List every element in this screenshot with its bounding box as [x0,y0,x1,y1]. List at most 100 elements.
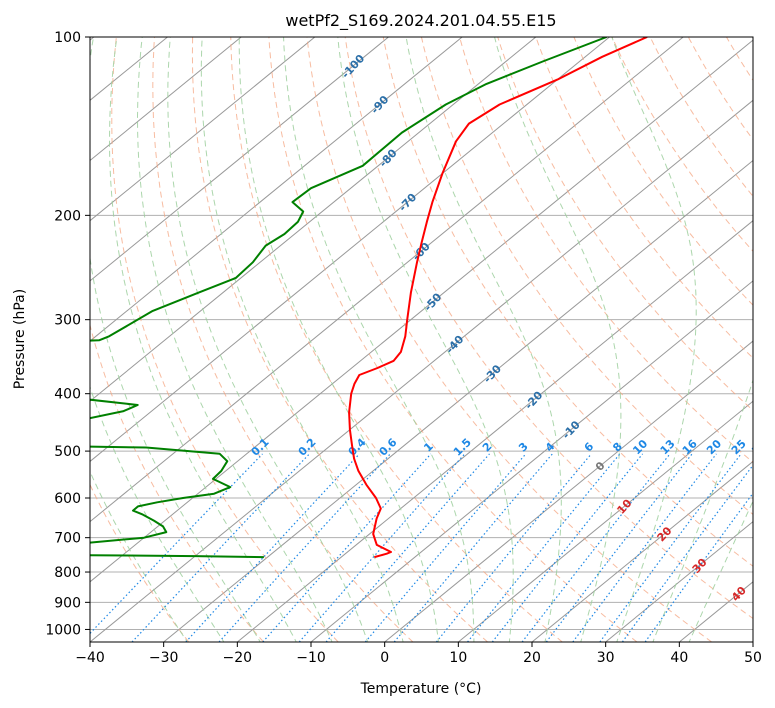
y-tick-label: 500 [54,444,81,460]
mixing-ratio-label: 0.4 [346,435,369,458]
isotherm-label: -100 [339,52,368,81]
x-tick-label: −10 [296,650,326,666]
x-tick-label: −40 [75,650,105,666]
dry-adiabat [230,37,563,642]
isotherm-line [458,400,753,642]
isotherm-label: -10 [560,418,583,442]
mixing-ratio-line [131,453,310,642]
isotherm-label: -70 [396,191,419,215]
dry-adiabat [765,37,775,642]
isotherm-line [605,520,753,642]
mixing-ratio-line [435,453,592,642]
mixing-ratio-line [262,453,432,642]
chart-title: wetPf2_S169.2024.201.04.55.E15 [285,11,556,31]
dry-adiabat [535,37,753,359]
mixing-ratio-label: 36 [770,437,775,457]
dry-adiabat [611,37,753,252]
mixing-ratio-label: 1 [421,440,436,455]
x-tick-label: 50 [744,650,762,666]
mixing-ratio-label: 30 [749,437,769,457]
dry-adiabat [459,37,753,464]
moist-adiabat [611,37,697,642]
x-tick-label: 0 [380,650,389,666]
isotherm-label: -20 [522,388,545,412]
dry-adiabat [306,37,712,642]
isotherm-line [90,37,610,463]
y-axis-title: Pressure (hPa) [12,289,28,389]
moist-adiabat [90,37,261,642]
x-axis-title: Temperature (°C) [360,681,482,697]
mixing-ratio-label: 20 [704,437,724,457]
isotherm-label: -50 [421,290,444,314]
x-tick-label: 20 [523,650,541,666]
x-tick-label: −30 [149,650,179,666]
isotherm-line [531,460,753,642]
isotherm-line [90,99,753,642]
y-tick-label: 1000 [45,622,81,638]
mixing-ratio-label: 6 [582,440,597,455]
x-tick-label: 30 [597,650,615,666]
dry-adiabat [191,37,488,642]
isotherm-label: -30 [481,362,504,386]
mixing-ratio-label: 0.1 [249,436,272,459]
mixing-ratio-line [364,453,527,642]
mixing-ratio-label: 10 [630,437,650,457]
moist-adiabat [688,499,753,642]
isotherm-label: 30 [690,556,710,576]
y-tick-label: 100 [54,30,81,46]
isotherm-line [384,340,753,642]
moist-adiabat [238,37,440,642]
mixing-ratio-label: 13 [658,437,678,457]
isotherm-line [90,37,316,222]
plot-frame [89,36,754,643]
y-axis: 1000 900 800 700 600 500 400 300 200 100 [45,30,90,638]
x-axis: −40 −30 −20 −10 0 10 20 30 40 50 [75,642,762,666]
moist-adiabat [494,37,622,642]
isotherm-line [90,37,537,402]
isotherm-line [679,581,753,642]
y-tick-label: 600 [54,491,81,507]
x-tick-label: 10 [449,650,467,666]
mixing-ratio-line [90,453,263,635]
mixing-ratio-line [325,453,490,642]
dry-adiabat [573,37,753,306]
dry-adiabat [687,37,753,141]
isotherm-line [90,37,684,523]
isotherm-line [237,220,753,642]
mixing-ratio-line [393,453,553,642]
y-tick-label: 300 [54,313,81,329]
isotherm-line [90,37,389,282]
isotherm-label: 40 [729,584,749,604]
isotherm-label: 10 [615,497,635,517]
y-tick-label: 700 [54,531,81,547]
moist-adiabat [283,37,475,642]
y-tick-label: 200 [54,208,81,224]
isotherm-line [310,280,753,642]
moist-adiabat [652,378,753,642]
background-lines: 0.1 0.2 0.4 0.6 1 1.5 2 3 4 6 8 10 13 16 20 25 30 36-100-… [90,37,775,642]
isotherm-line [90,37,463,342]
temperature-line [348,37,648,559]
moist-adiabat [90,385,225,642]
mixing-ratio-line [621,464,753,642]
y-tick-label: 800 [54,565,81,581]
mixing-ratio-label: 0.2 [296,436,319,459]
mixing-ratio-label: 2 [480,440,495,455]
dry-adiabat [649,37,753,198]
mixing-ratio-line [185,453,360,642]
isotherm-line [90,39,753,583]
dry-adiabat [90,323,264,642]
moist-adiabat [136,37,333,642]
isotherm-label: -90 [368,93,391,117]
dry-adiabat [344,37,753,620]
moist-adiabat [167,37,369,642]
dry-adiabat [111,37,339,642]
mixing-ratio-label: 3 [516,440,531,455]
mixing-ratio-line [467,453,621,642]
mixing-ratio-line [572,453,717,642]
x-tick-label: −20 [223,650,253,666]
y-tick-label: 400 [54,387,81,403]
y-tick-label: 900 [54,595,81,611]
mixing-ratio-label: 8 [610,440,625,455]
